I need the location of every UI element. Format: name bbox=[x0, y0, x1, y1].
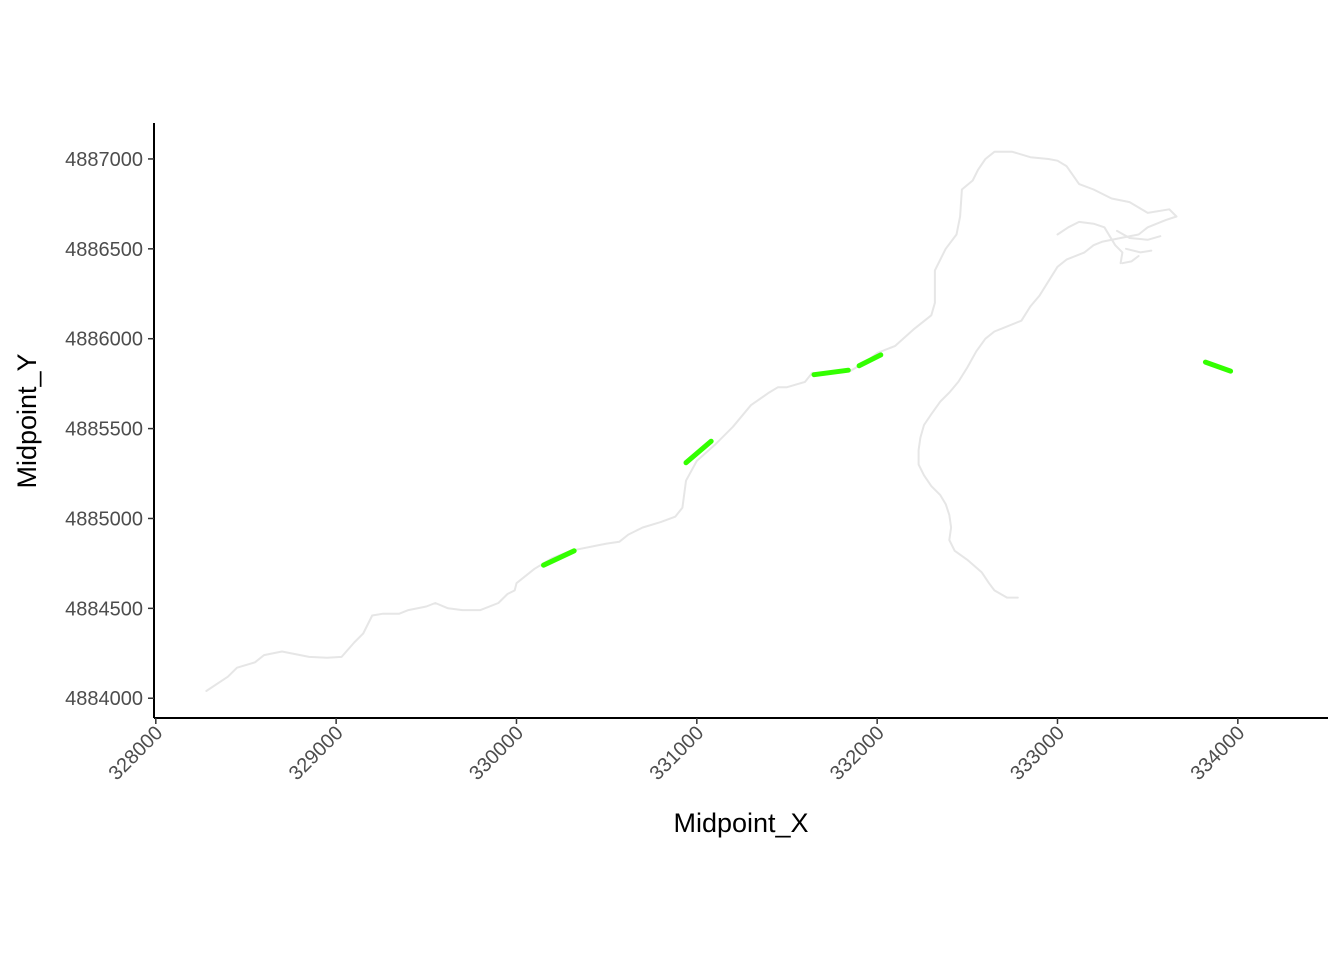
y-tick-label: 4886500 bbox=[65, 239, 143, 261]
y-tick-label: 4884500 bbox=[65, 598, 143, 620]
background-segment-3 bbox=[1125, 247, 1153, 254]
highlight-segment-1 bbox=[683, 438, 714, 466]
y-axis-ticks: 4884000 4884500 4885000 4885500 4886000 48865… bbox=[65, 149, 154, 710]
y-tick-label: 4885000 bbox=[65, 508, 143, 530]
background-segment-2 bbox=[1116, 229, 1162, 241]
y-tick-label: 4887000 bbox=[65, 149, 143, 171]
highlight-series bbox=[541, 352, 1234, 568]
highlight-segment-0 bbox=[541, 548, 577, 568]
background-segment-1 bbox=[1056, 220, 1124, 265]
highlight-segment-3 bbox=[856, 352, 884, 369]
background-segment-4 bbox=[1121, 255, 1140, 265]
y-tick-label: 4885500 bbox=[65, 419, 143, 441]
x-axis-title: Midpoint_X bbox=[673, 808, 808, 838]
background-segment-0 bbox=[205, 150, 1178, 692]
y-axis-title: Midpoint_Y bbox=[12, 353, 42, 488]
background-series bbox=[205, 150, 1178, 692]
y-tick-label: 4886000 bbox=[65, 329, 143, 351]
highlight-segment-4 bbox=[1202, 359, 1234, 374]
y-tick-label: 4884000 bbox=[65, 688, 143, 710]
series-layer bbox=[205, 150, 1234, 692]
highlight-segment-2 bbox=[811, 367, 851, 378]
